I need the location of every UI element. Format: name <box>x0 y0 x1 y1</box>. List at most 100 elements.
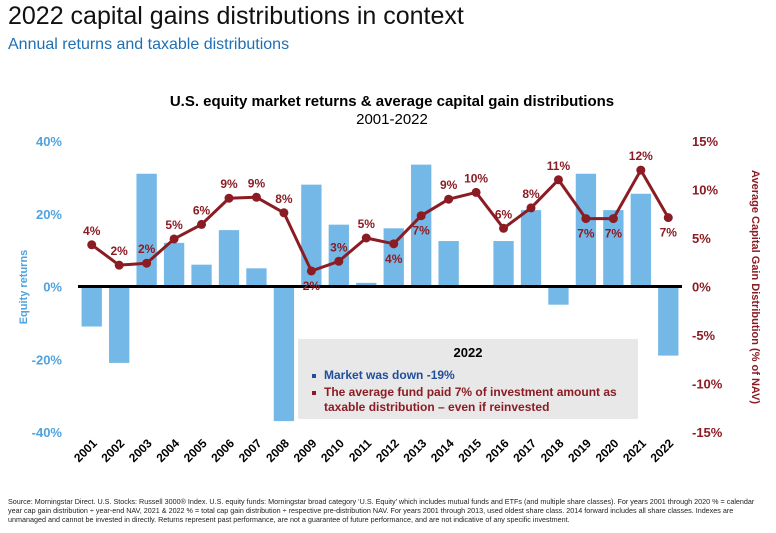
x-tick-label: 2019 <box>565 436 594 465</box>
bar-2005 <box>191 264 212 287</box>
x-tick-label: 2012 <box>373 436 402 465</box>
bar-2022 <box>658 286 679 356</box>
data-label-2001: 4% <box>83 224 101 238</box>
point-2006 <box>224 193 234 203</box>
data-label-2016: 6% <box>495 207 513 221</box>
point-2002 <box>114 260 124 270</box>
x-tick-label: 2008 <box>263 436 292 465</box>
x-tick-label: 2016 <box>483 436 512 465</box>
left-tick-label: -40% <box>32 425 63 440</box>
legend-box: 2022 Market was down -19% The average fu… <box>298 339 638 419</box>
page-title: 2022 capital gains distributions in cont… <box>8 2 464 30</box>
bar-2014 <box>438 241 459 287</box>
bar-2019 <box>575 173 597 287</box>
data-label-2021: 12% <box>629 149 653 163</box>
x-tick-label: 2002 <box>99 436 128 465</box>
legend-title: 2022 <box>453 345 483 360</box>
bar-2020 <box>603 210 624 287</box>
point-2020 <box>608 214 618 224</box>
x-tick-label: 2001 <box>71 436 100 465</box>
x-tick-label: 2006 <box>208 436 237 465</box>
legend-item-market-text: Market was down -19% <box>324 368 455 382</box>
data-label-2015: 10% <box>464 171 488 185</box>
right-axis-label: Average Capital Gain Distribution (% of … <box>749 170 761 404</box>
bar-2016 <box>493 241 514 287</box>
bar-2011 <box>356 282 377 287</box>
bar-2010 <box>328 224 349 287</box>
data-label-2018: 11% <box>547 159 571 173</box>
x-tick-label: 2003 <box>126 436 155 465</box>
point-2017 <box>526 203 536 213</box>
left-tick-label: 20% <box>36 207 62 222</box>
data-label-2017: 8% <box>522 187 540 201</box>
left-tick-label: 0% <box>43 280 62 295</box>
data-label-2009: 2% <box>303 279 321 293</box>
bar-2008 <box>273 286 295 422</box>
x-tick-label: 2013 <box>401 436 430 465</box>
bar-2007 <box>246 268 267 287</box>
data-label-2011: 5% <box>358 217 376 231</box>
x-tick-label: 2017 <box>510 436 539 465</box>
point-2005 <box>197 219 207 229</box>
data-label-2020: 7% <box>605 227 623 241</box>
right-axis-ticks: 15% 10% 5% 0% -5% -10% -15% <box>692 134 723 440</box>
data-label-2003: 2% <box>138 242 156 256</box>
x-axis-ticks: 2001200220032004200520062007200820092010… <box>71 436 677 465</box>
x-tick-label: 2015 <box>455 436 484 465</box>
data-label-2013: 7% <box>413 224 431 238</box>
point-2010 <box>334 256 344 266</box>
line-series: 4% 2% 2% 5% 6% 9% 9% 8% 2% 3% 5% 4% 7% 9% 10% 6% 8% 11% 7%… <box>83 149 677 293</box>
right-tick-label: -10% <box>692 377 723 392</box>
distribution-line <box>90 168 670 273</box>
point-2007 <box>251 192 261 202</box>
legend-item-distribution-text: The average fund paid 7% of investment a… <box>324 385 617 414</box>
point-2009 <box>306 266 316 276</box>
data-label-2004: 5% <box>165 218 183 232</box>
data-label-2008: 8% <box>275 192 293 206</box>
bar-2006 <box>218 230 240 287</box>
data-label-2010: 3% <box>330 240 348 254</box>
x-tick-label: 2004 <box>153 436 182 465</box>
right-tick-label: 15% <box>692 134 718 149</box>
footnote: Source: Morningstar Direct. U.S. Stocks:… <box>8 497 755 524</box>
point-2013 <box>416 211 426 221</box>
x-tick-label: 2018 <box>538 436 567 465</box>
bar-2013 <box>411 164 432 287</box>
point-2018 <box>553 175 563 185</box>
left-axis-ticks: 40% 20% 0% -20% -40% <box>32 134 63 440</box>
point-2014 <box>444 194 454 204</box>
x-tick-label: 2009 <box>291 436 320 465</box>
data-label-2014: 9% <box>440 178 458 192</box>
x-tick-label: 2020 <box>593 436 622 465</box>
point-2015 <box>471 187 481 197</box>
bar-2021 <box>630 193 651 287</box>
left-tick-label: 40% <box>36 134 62 149</box>
page-subtitle: Annual returns and taxable distributions <box>8 36 290 53</box>
x-tick-label: 2014 <box>428 436 457 465</box>
data-label-2002: 2% <box>111 244 129 258</box>
left-axis-label: Equity returns <box>18 250 30 325</box>
x-tick-label: 2021 <box>620 436 649 465</box>
point-2019 <box>581 214 591 224</box>
legend-item-distribution: The average fund paid 7% of investment a… <box>312 385 630 415</box>
square-bullet-icon <box>312 373 316 378</box>
bar-2004 <box>163 242 185 287</box>
chart-title: U.S. equity market returns & average cap… <box>170 93 614 110</box>
bar-2017 <box>520 210 542 287</box>
point-2022 <box>663 213 673 223</box>
point-2008 <box>279 208 289 218</box>
point-2004 <box>169 234 179 244</box>
bar-series <box>81 164 679 422</box>
point-2003 <box>142 258 152 268</box>
bar-2018 <box>548 286 569 305</box>
point-2001 <box>87 240 97 250</box>
point-2016 <box>499 223 509 233</box>
data-label-2012: 4% <box>385 252 403 266</box>
left-tick-label: -20% <box>32 352 63 367</box>
x-tick-label: 2007 <box>236 436 265 465</box>
x-tick-label: 2022 <box>648 436 677 465</box>
x-tick-label: 2005 <box>181 436 210 465</box>
x-tick-label: 2011 <box>346 436 375 465</box>
bar-2002 <box>109 286 130 363</box>
